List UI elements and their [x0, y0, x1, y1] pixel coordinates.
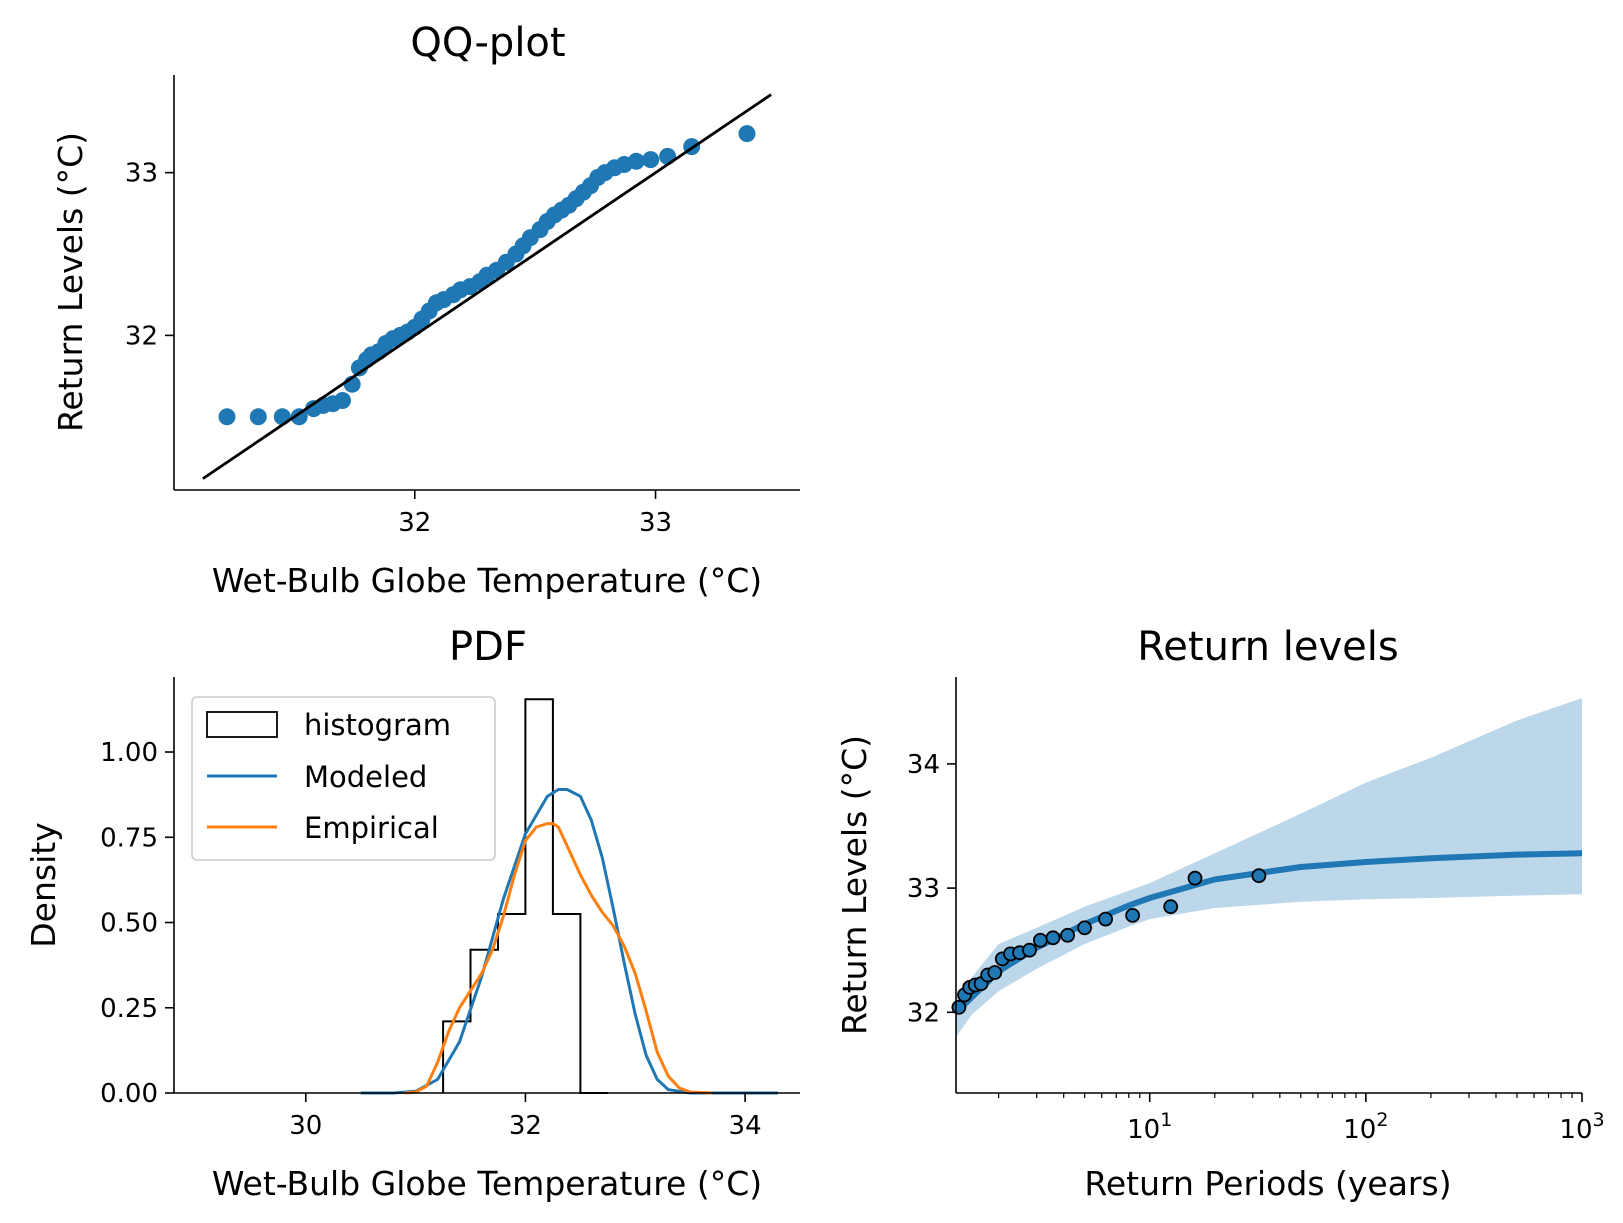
- pdf-title: PDF: [449, 624, 527, 670]
- qq-point: [659, 147, 677, 165]
- legend-label-histogram: histogram: [304, 708, 451, 742]
- pdf-xtick-label: 32: [509, 1111, 542, 1141]
- return-levels-ytick-label: 34: [907, 750, 940, 780]
- qq-point: [738, 125, 756, 143]
- legend-label-empirical: Empirical: [304, 811, 439, 845]
- tick-exponent: 3: [1593, 1109, 1605, 1131]
- pdf-ytick-label: 1.00: [100, 738, 158, 768]
- return-levels-ytick-label: 33: [907, 874, 940, 904]
- pdf-ylabel: Density: [24, 822, 63, 947]
- pdf-marks: [360, 698, 778, 1095]
- histogram-outline: [442, 698, 608, 1094]
- pdf-panel: PDF 30 32 34 0.00 0.25 0.50 0.75 1.00 Wet-Bulb …: [24, 624, 800, 1203]
- return-levels-xtick-label: 101: [1127, 1109, 1172, 1145]
- pdf-xtick-label: 34: [729, 1111, 762, 1141]
- tick-base: 10: [1343, 1115, 1376, 1145]
- tick-base: 10: [1127, 1115, 1160, 1145]
- return-levels-xtick-label: 102: [1343, 1109, 1388, 1145]
- return-levels-title: Return levels: [1137, 624, 1398, 670]
- qq-point: [334, 392, 351, 409]
- pdf-xlabel: Wet-Bulb Globe Temperature (°C): [212, 1164, 762, 1203]
- qq-point: [218, 408, 236, 426]
- return-levels-xlabel: Return Periods (years): [1084, 1164, 1451, 1203]
- pdf-xtick-label: 30: [289, 1111, 322, 1141]
- return-level-point: [1125, 908, 1140, 923]
- return-level-point: [1098, 911, 1113, 927]
- return-level-point: [987, 965, 1003, 980]
- qq-ytick-label: 33: [125, 159, 158, 189]
- qq-point: [290, 408, 308, 426]
- pdf-ytick-label: 0.50: [100, 909, 158, 939]
- modeled-line: [360, 788, 778, 1095]
- tick-exponent: 1: [1160, 1109, 1172, 1131]
- pdf-legend: histogram Modeled Empirical: [191, 696, 496, 861]
- qq-xlabel: Wet-Bulb Globe Temperature (°C): [212, 561, 762, 600]
- tick-base: 10: [1559, 1115, 1592, 1145]
- pdf-ytick-label: 0.75: [100, 823, 158, 853]
- tick-exponent: 2: [1376, 1109, 1388, 1131]
- pdf-ytick-label: 0.25: [100, 994, 158, 1024]
- legend-swatch-histogram: [206, 711, 278, 738]
- return-level-point: [1077, 920, 1092, 936]
- return-levels-ytick-label: 32: [907, 998, 940, 1028]
- qq-title: QQ-plot: [410, 20, 565, 66]
- qq-point: [627, 152, 645, 170]
- empirical-line: [404, 822, 713, 1095]
- qq-reference-line: [202, 93, 772, 480]
- qq-panel: QQ-plot 32 33 32 33 Wet-Bulb Globe Temperat…: [51, 20, 800, 600]
- qq-xtick-label: 32: [398, 508, 431, 538]
- qq-ytick-label: 32: [125, 321, 158, 351]
- confidence-band: [956, 698, 1582, 1038]
- return-level-point: [1163, 899, 1179, 915]
- qq-point: [273, 408, 291, 426]
- qq-xtick-label: 33: [639, 508, 672, 538]
- return-level-point: [1251, 868, 1267, 884]
- return-level-point: [1033, 932, 1048, 948]
- legend-label-modeled: Modeled: [304, 760, 427, 794]
- qq-marks: [202, 93, 772, 480]
- qq-ylabel: Return Levels (°C): [51, 132, 90, 432]
- return-level-point: [1045, 930, 1061, 946]
- pdf-ytick-label: 0.00: [100, 1079, 158, 1109]
- qq-point: [249, 408, 267, 426]
- return-level-point: [1187, 870, 1203, 886]
- return-levels-xtick-label: 103: [1559, 1109, 1604, 1145]
- return-levels-ylabel: Return Levels (°C): [835, 735, 874, 1035]
- qq-ticks: 32 33 32 33: [125, 159, 672, 538]
- pdf-ticks: 30 32 34 0.00 0.25 0.50 0.75 1.00: [100, 738, 762, 1141]
- return-level-point: [1022, 942, 1037, 958]
- return-level-point: [1060, 927, 1075, 943]
- qq-point: [642, 151, 660, 169]
- return-levels-marks: [951, 698, 1583, 1038]
